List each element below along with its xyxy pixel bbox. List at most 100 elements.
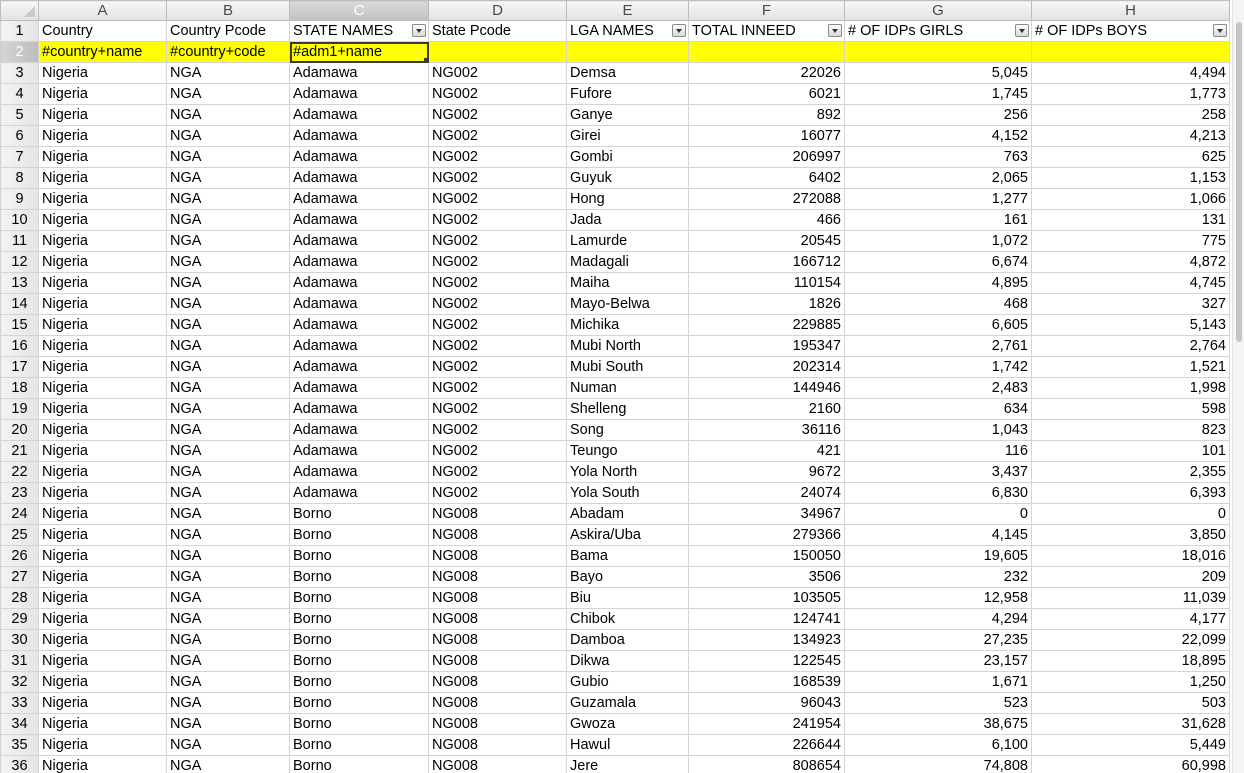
row-number-34[interactable]: 34 [0,713,39,735]
cell-a5[interactable]: Nigeria [38,104,167,126]
cell-a27[interactable]: Nigeria [38,566,167,588]
cell-g25[interactable]: 4,145 [844,524,1032,546]
cell-f26[interactable]: 150050 [688,545,845,567]
cell-e27[interactable]: Bayo [566,566,689,588]
row-number-1[interactable]: 1 [0,20,39,42]
column-header-a[interactable]: A [38,0,167,21]
cell-a6[interactable]: Nigeria [38,125,167,147]
filter-dropdown-icon[interactable] [672,24,686,37]
row-number-13[interactable]: 13 [0,272,39,294]
cell-c28[interactable]: Borno [289,587,429,609]
cell-b11[interactable]: NGA [166,230,290,252]
cell-a11[interactable]: Nigeria [38,230,167,252]
cell-a19[interactable]: Nigeria [38,398,167,420]
cell-d10[interactable]: NG002 [428,209,567,231]
cell-e16[interactable]: Mubi North [566,335,689,357]
row-number-10[interactable]: 10 [0,209,39,231]
cell-e11[interactable]: Lamurde [566,230,689,252]
cell-e21[interactable]: Teungo [566,440,689,462]
cell-d15[interactable]: NG002 [428,314,567,336]
row-number-19[interactable]: 19 [0,398,39,420]
cell-f36[interactable]: 808654 [688,755,845,773]
cell-d11[interactable]: NG002 [428,230,567,252]
cell-g36[interactable]: 74,808 [844,755,1032,773]
cell-c36[interactable]: Borno [289,755,429,773]
cell-f21[interactable]: 421 [688,440,845,462]
cell-c2[interactable]: #adm1+name [289,41,429,63]
cell-b14[interactable]: NGA [166,293,290,315]
cell-b31[interactable]: NGA [166,650,290,672]
cell-a26[interactable]: Nigeria [38,545,167,567]
cell-f13[interactable]: 110154 [688,272,845,294]
cell-c13[interactable]: Adamawa [289,272,429,294]
cell-a2[interactable]: #country+name [38,41,167,63]
cell-e15[interactable]: Michika [566,314,689,336]
cell-h24[interactable]: 0 [1031,503,1230,525]
cell-g10[interactable]: 161 [844,209,1032,231]
cell-c29[interactable]: Borno [289,608,429,630]
cell-c7[interactable]: Adamawa [289,146,429,168]
cell-a15[interactable]: Nigeria [38,314,167,336]
row-number-5[interactable]: 5 [0,104,39,126]
cell-d31[interactable]: NG008 [428,650,567,672]
cell-d3[interactable]: NG002 [428,62,567,84]
cell-d30[interactable]: NG008 [428,629,567,651]
row-number-36[interactable]: 36 [0,755,39,773]
cell-c3[interactable]: Adamawa [289,62,429,84]
cell-e24[interactable]: Abadam [566,503,689,525]
cell-h21[interactable]: 101 [1031,440,1230,462]
cell-b32[interactable]: NGA [166,671,290,693]
cell-a33[interactable]: Nigeria [38,692,167,714]
cell-b27[interactable]: NGA [166,566,290,588]
cell-a7[interactable]: Nigeria [38,146,167,168]
cell-b7[interactable]: NGA [166,146,290,168]
cell-d32[interactable]: NG008 [428,671,567,693]
row-number-24[interactable]: 24 [0,503,39,525]
cell-a25[interactable]: Nigeria [38,524,167,546]
row-number-12[interactable]: 12 [0,251,39,273]
cell-h22[interactable]: 2,355 [1031,461,1230,483]
cell-c12[interactable]: Adamawa [289,251,429,273]
cell-a9[interactable]: Nigeria [38,188,167,210]
cell-e25[interactable]: Askira/Uba [566,524,689,546]
cell-g12[interactable]: 6,674 [844,251,1032,273]
cell-h35[interactable]: 5,449 [1031,734,1230,756]
cell-h9[interactable]: 1,066 [1031,188,1230,210]
cell-h23[interactable]: 6,393 [1031,482,1230,504]
cell-g3[interactable]: 5,045 [844,62,1032,84]
cell-e9[interactable]: Hong [566,188,689,210]
cell-g11[interactable]: 1,072 [844,230,1032,252]
cell-g35[interactable]: 6,100 [844,734,1032,756]
cell-b25[interactable]: NGA [166,524,290,546]
cell-g26[interactable]: 19,605 [844,545,1032,567]
row-number-7[interactable]: 7 [0,146,39,168]
cell-f25[interactable]: 279366 [688,524,845,546]
cell-d25[interactable]: NG008 [428,524,567,546]
cell-e4[interactable]: Fufore [566,83,689,105]
cell-d6[interactable]: NG002 [428,125,567,147]
cell-d8[interactable]: NG002 [428,167,567,189]
cell-d12[interactable]: NG002 [428,251,567,273]
cell-b28[interactable]: NGA [166,587,290,609]
cell-b6[interactable]: NGA [166,125,290,147]
row-number-18[interactable]: 18 [0,377,39,399]
cell-h34[interactable]: 31,628 [1031,713,1230,735]
cell-e28[interactable]: Biu [566,587,689,609]
select-all-corner[interactable] [0,0,39,21]
cell-h25[interactable]: 3,850 [1031,524,1230,546]
cell-d16[interactable]: NG002 [428,335,567,357]
cell-d5[interactable]: NG002 [428,104,567,126]
cell-d24[interactable]: NG008 [428,503,567,525]
cell-b9[interactable]: NGA [166,188,290,210]
cell-d1[interactable]: State Pcode [428,20,567,42]
cell-d4[interactable]: NG002 [428,83,567,105]
filter-dropdown-icon[interactable] [1015,24,1029,37]
cell-c31[interactable]: Borno [289,650,429,672]
cell-g31[interactable]: 23,157 [844,650,1032,672]
cell-c21[interactable]: Adamawa [289,440,429,462]
cell-c30[interactable]: Borno [289,629,429,651]
column-header-g[interactable]: G [844,0,1032,21]
cell-a29[interactable]: Nigeria [38,608,167,630]
cell-c1[interactable]: STATE NAMES [289,20,429,42]
cell-h29[interactable]: 4,177 [1031,608,1230,630]
